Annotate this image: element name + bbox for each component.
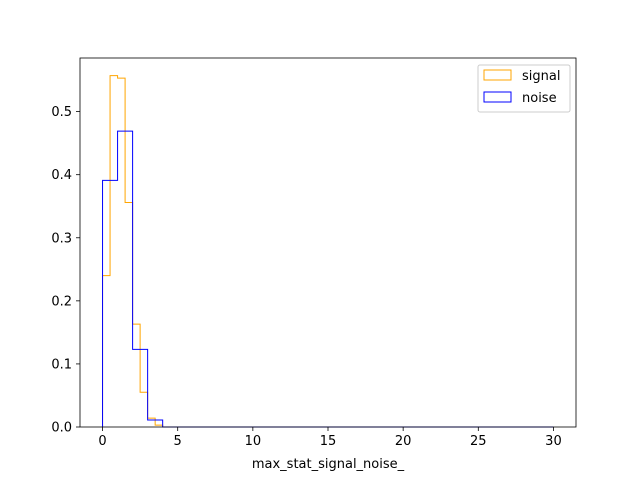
y-tick-label: 0.1 [51,357,72,372]
x-tick-label: 15 [320,434,337,449]
x-tick-label: 5 [174,434,182,449]
legend-swatch-signal [483,69,512,81]
y-tick-label: 0.5 [51,105,72,120]
legend-swatch-noise [483,91,512,103]
histogram-step-noise [102,130,554,428]
y-tick-label: 0.4 [51,168,72,183]
y-tick-label: 0.3 [51,231,72,246]
legend-label-noise: noise [522,91,557,106]
x-tick-label: 10 [245,434,262,449]
x-axis-ticks: 0 5 10 15 20 25 30 [98,427,562,449]
y-tick-label: 0.2 [51,294,72,309]
legend-label-signal: signal [522,69,560,84]
legend: signal noise [477,64,571,113]
y-axis-ticks: 0.0 0.1 0.2 0.3 0.4 0.5 [51,105,80,436]
legend-box [477,64,571,113]
x-tick-label: 20 [395,434,412,449]
series-layer [102,75,554,428]
x-tick-label: 25 [470,434,487,449]
x-tick-label: 0 [98,434,106,449]
x-tick-label: 30 [545,434,562,449]
x-axis-label: max_stat_signal_noise_ [252,457,405,472]
plot-frame [79,57,577,428]
y-tick-label: 0.0 [51,421,72,436]
